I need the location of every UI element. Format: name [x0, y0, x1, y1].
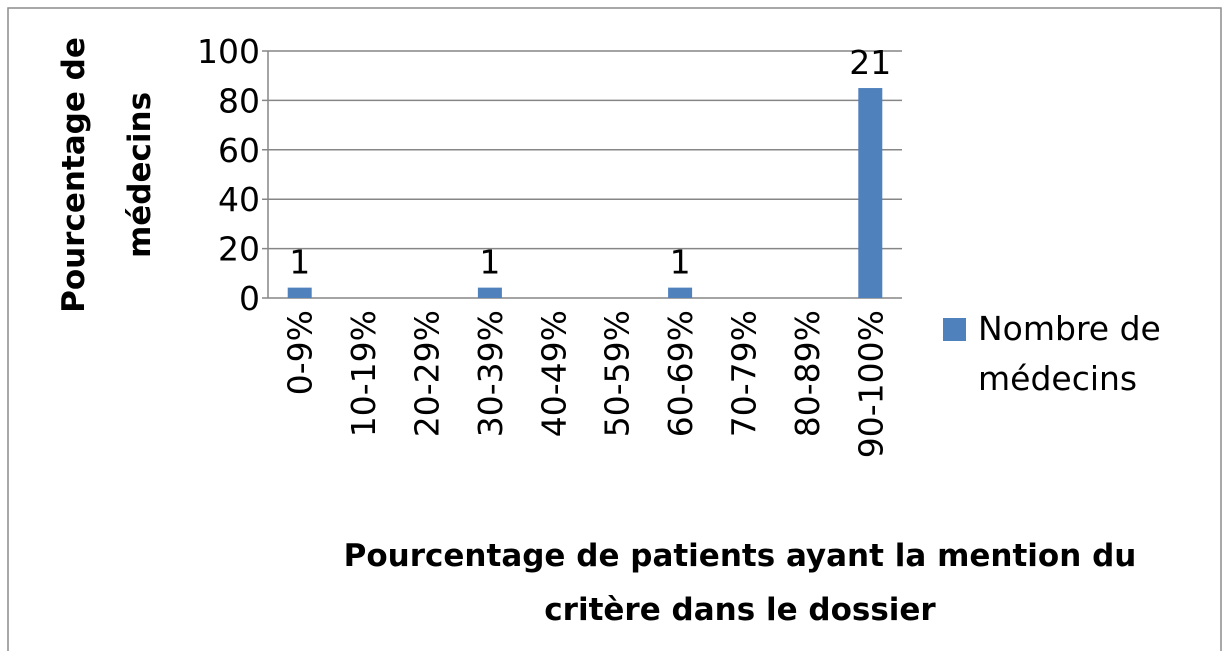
x-tick-label: 60-69% — [661, 310, 700, 437]
x-tick-label: 40-49% — [534, 310, 573, 437]
y-tick-label: 80 — [218, 81, 260, 120]
y-tick-label: 100 — [197, 32, 260, 71]
y-tick-label: 20 — [218, 230, 260, 269]
legend-swatch — [943, 318, 966, 341]
x-tick-label: 90-100% — [851, 310, 890, 458]
x-tick-label: 20-29% — [408, 310, 447, 437]
x-tick-label: 30-39% — [471, 310, 510, 437]
y-tick-label: 0 — [239, 279, 260, 318]
data-label: 1 — [289, 243, 310, 282]
y-tick-label: 60 — [218, 131, 260, 170]
bar — [668, 287, 693, 298]
data-label: 1 — [670, 243, 691, 282]
chart-border — [7, 7, 1222, 651]
data-label: 21 — [849, 43, 891, 82]
x-axis-title: critère dans le dossier — [544, 592, 936, 628]
bar — [477, 287, 502, 298]
y-tick-label: 40 — [218, 180, 260, 219]
x-tick-label: 80-89% — [788, 310, 827, 437]
data-label: 1 — [479, 243, 500, 282]
y-axis-title: médecins — [122, 92, 158, 258]
bar — [858, 88, 883, 298]
x-tick-label: 10-19% — [344, 310, 383, 437]
x-axis-title: Pourcentage de patients ayant la mention… — [344, 538, 1137, 574]
x-tick-label: 70-79% — [725, 310, 764, 437]
x-tick-label: 0-9% — [281, 310, 320, 395]
legend-label: Nombre de médecins — [978, 309, 1161, 398]
y-axis-title: Pourcentage de — [56, 37, 92, 313]
x-tick-label: 50-59% — [598, 310, 637, 437]
bar — [287, 287, 312, 298]
